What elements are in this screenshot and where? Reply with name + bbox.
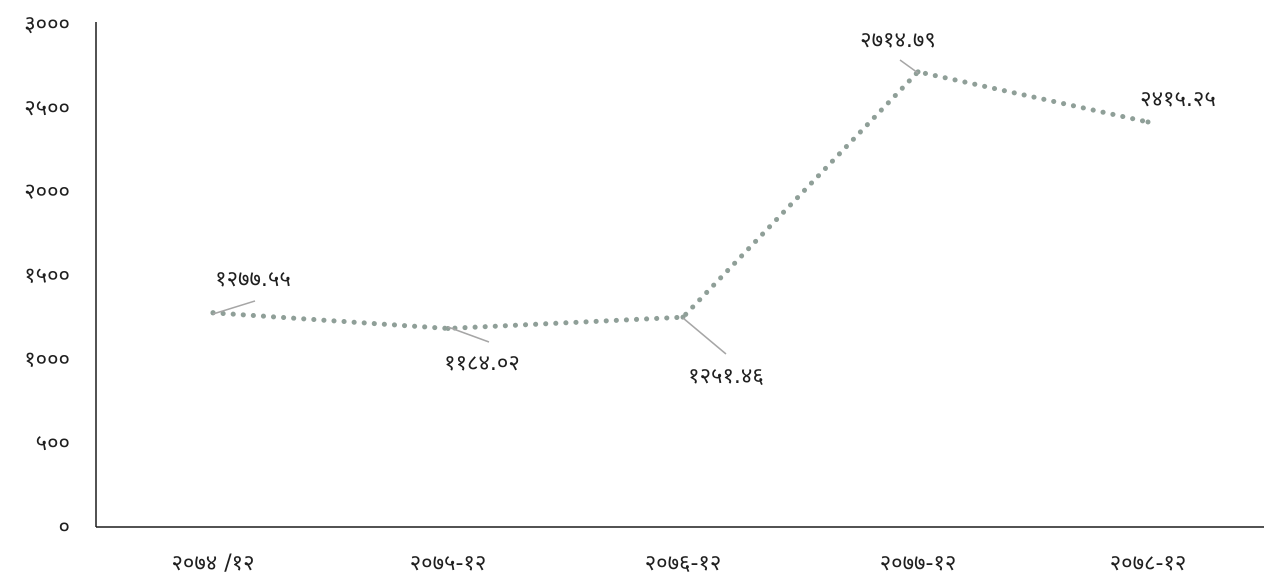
series-line-path: [210, 69, 1151, 331]
data-point: [445, 325, 451, 331]
x-tick-label: २०७४ /१२: [171, 551, 254, 575]
data-label: २७१४.७९: [860, 28, 936, 53]
y-tick-label: ५००: [36, 431, 70, 456]
series-line: [210, 69, 1151, 331]
x-tick-label: २०७६-१२: [645, 551, 722, 575]
x-tick-label: २०७७-१२: [880, 551, 957, 575]
data-point: [1145, 119, 1151, 125]
y-axis: ० ५०० १००० १५०० २००० २५०० ३०००: [24, 12, 97, 540]
x-tick-label: २०७५-१२: [410, 551, 487, 575]
y-tick-label: १५००: [24, 264, 70, 289]
data-label: ११८४.०२: [444, 351, 520, 376]
data-labels: १२७७.५५ ११८४.०२ १२५१.४६ २७१४.७९ २४१५.२५: [212, 28, 1216, 389]
x-axis: २०७४ /१२ २०७५-१२ २०७६-१२ २०७७-१२ २०७८-१२: [96, 526, 1264, 575]
data-point: [915, 69, 921, 75]
data-label: २४१५.२५: [1140, 87, 1216, 112]
leader-line: [899, 59, 919, 74]
data-label: १२७७.५५: [215, 267, 291, 292]
y-tick-label: २०००: [24, 180, 70, 205]
leader-line: [447, 326, 490, 343]
y-tick-label: ३०००: [24, 12, 70, 37]
x-tick-label: २०७८-१२: [1110, 551, 1187, 575]
leader-line: [212, 300, 256, 315]
y-tick-label: ०: [59, 515, 70, 540]
data-label: १२५१.४६: [688, 364, 764, 389]
y-tick-label: २५००: [24, 96, 70, 121]
leader-line: [682, 317, 727, 355]
y-tick-label: १०००: [24, 347, 70, 372]
